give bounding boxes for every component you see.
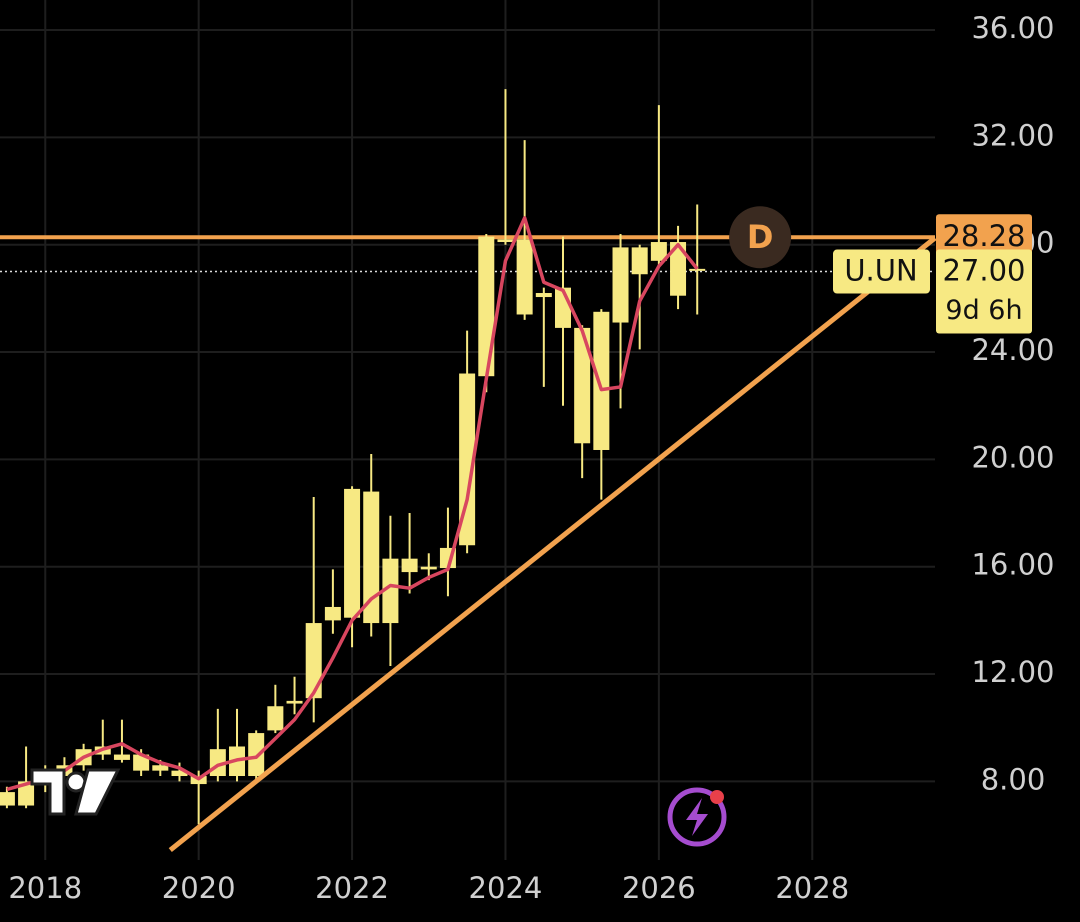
symbol-box [833,249,930,294]
candle-body [305,623,322,699]
candle-body [650,242,667,261]
candle-body [459,373,476,546]
candle-body [670,242,687,296]
candle-body [324,606,341,621]
y-tick-label: 16.00 [971,548,1054,582]
price-labels: 8.0012.0016.0020.0024.0028.0032.0036.002… [8,11,1054,905]
plot-area: D [0,89,937,853]
symbol-label: U.UN [844,254,917,288]
level-label: 28.28 [942,219,1025,253]
candle-body [382,558,399,624]
candle-body [631,247,648,275]
alert-bolt[interactable] [686,798,708,836]
candle-body [574,327,591,444]
x-tick-label: 2018 [8,871,82,905]
candle-body [344,488,361,618]
candle-body [420,566,437,570]
y-tick-label: 8.00 [981,762,1046,796]
dividend-marker [729,206,792,269]
candle-body [689,268,706,271]
price-label-box [936,249,1032,334]
y-tick-label: 32.00 [971,118,1054,152]
y-tick-label: 12.00 [971,655,1054,689]
candle-body [612,247,629,323]
candle-body [152,765,169,771]
candle-body [593,311,610,450]
candle-body [171,770,188,777]
tradingview-logo [30,768,121,816]
candle-body [267,706,284,731]
candle-body [18,781,35,806]
y-tick-label: 36.00 [971,11,1054,45]
candle-body [286,700,303,704]
alert-icon[interactable] [667,787,727,847]
x-tick-label: 2028 [775,871,849,905]
candle-body [133,754,150,771]
countdown-label: 9d 6h [945,295,1022,326]
candle-body [401,558,418,573]
dividend-label: D [747,218,774,256]
y-tick-label: 24.00 [971,333,1054,367]
candle-body [363,491,380,624]
trendline [168,236,937,853]
candle-body [497,239,514,243]
x-tick-label: 2022 [315,871,389,905]
candle-body [113,754,130,760]
candle-body [516,239,533,315]
alert-dot[interactable] [710,790,724,804]
y-tick-label: 20.00 [971,440,1054,474]
x-tick-label: 2024 [469,871,543,905]
candle-body [478,236,495,377]
x-tick-label: 2020 [162,871,236,905]
alert-ring[interactable] [667,787,727,847]
candle-body [535,293,552,298]
price-label: 27.00 [942,254,1025,288]
moving-average [6,216,699,792]
level-label-box [936,214,1032,260]
grid [0,0,935,860]
candle-body [0,792,15,806]
x-tick-label: 2026 [622,871,696,905]
candle-body [248,733,265,777]
